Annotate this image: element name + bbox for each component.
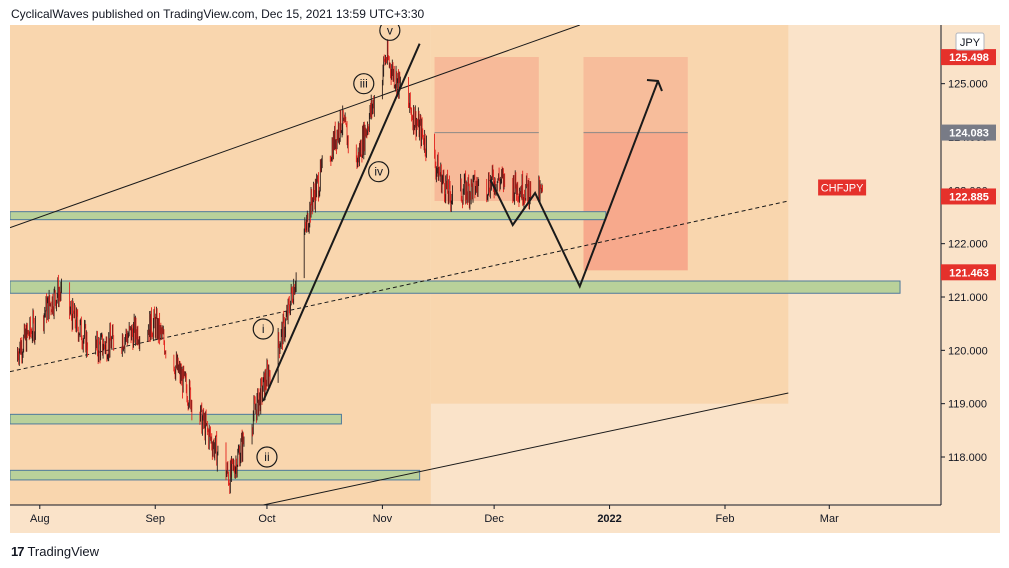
wave-label-text: i: [262, 322, 265, 336]
tradingview-logo-icon: 17: [11, 543, 25, 559]
wave-label-ii[interactable]: ii: [256, 446, 278, 468]
footer-brand-label: TradingView: [27, 543, 100, 559]
channel-lower-line[interactable]: [263, 392, 789, 505]
wave-label-text: ii: [264, 450, 269, 464]
wave-label-circle: [368, 161, 390, 183]
price-label[interactable]: 125.498: [941, 49, 996, 66]
x-tick-label: Oct: [258, 513, 275, 525]
x-tick-label: Aug: [30, 513, 50, 525]
price-label-text: 124.083: [949, 128, 989, 140]
publisher-header: CyclicalWaves published on TradingView.c…: [11, 7, 425, 21]
y-tick-label: 121.000: [948, 292, 988, 304]
price-label-background: [941, 264, 996, 281]
target-box-2-bottom: [583, 131, 688, 271]
band-support[interactable]: [10, 280, 901, 294]
wave-label-iii[interactable]: iii: [353, 73, 375, 95]
target-box-1: [434, 57, 539, 201]
wave-label-text: v: [387, 23, 393, 37]
wave-label-i[interactable]: i: [252, 318, 274, 340]
price-label-text: 125.498: [949, 52, 989, 64]
wave-label-text: iv: [374, 165, 383, 179]
time-axis-background: [10, 505, 1000, 533]
projection-arrowhead-icon: [646, 79, 663, 92]
y-tick-label: 119.000: [948, 399, 987, 411]
symbol-label-background: [818, 179, 867, 196]
wave-label-circle: [353, 73, 375, 95]
x-tick-label: Feb: [716, 513, 735, 525]
x-tick-label: Mar: [820, 513, 839, 525]
channel-upper-line[interactable]: [10, 25, 580, 229]
wave-label-circle: [252, 318, 274, 340]
zone-main: [10, 25, 431, 505]
wave-label-text: iii: [360, 77, 368, 91]
band-low-1[interactable]: [10, 413, 342, 425]
x-tick-label: Dec: [484, 513, 504, 525]
price-label-background: [941, 49, 996, 66]
y-tick-label: 120.000: [948, 345, 988, 357]
currency-badge-text: JPY: [960, 37, 981, 49]
symbol-label[interactable]: CHFJPY: [818, 179, 867, 196]
price-label[interactable]: 122.885: [941, 188, 996, 205]
wave-label-circle: [379, 25, 401, 41]
footer-brand[interactable]: 17 TradingView: [11, 543, 99, 559]
wave-label-iv[interactable]: iv: [368, 161, 390, 183]
wave-label-circle: [256, 446, 278, 468]
y-tick-label: 118.000: [948, 452, 987, 464]
projection-path[interactable]: [489, 80, 659, 289]
price-label[interactable]: 121.463: [941, 264, 996, 281]
candles: [16, 39, 543, 494]
price-label-background: [941, 188, 996, 205]
wave-label-v[interactable]: v: [379, 20, 401, 41]
y-tick-label: 122.000: [948, 239, 988, 251]
symbol-label-text: CHFJPY: [821, 182, 864, 194]
price-label-text: 122.885: [949, 191, 989, 203]
price-label-background: [941, 124, 996, 141]
band-low-2[interactable]: [10, 469, 421, 481]
y-tick-label: 125.000: [948, 79, 988, 91]
x-tick-label: Sep: [145, 513, 165, 525]
x-tick-label: Nov: [373, 513, 393, 525]
x-tick-label: 2022: [597, 513, 621, 525]
impulse-trendline[interactable]: [262, 43, 421, 402]
currency-badge[interactable]: JPY: [955, 32, 985, 51]
price-label[interactable]: 124.083: [941, 124, 996, 141]
price-label-text: 121.463: [949, 267, 989, 279]
target-box-2-top: [583, 57, 688, 132]
